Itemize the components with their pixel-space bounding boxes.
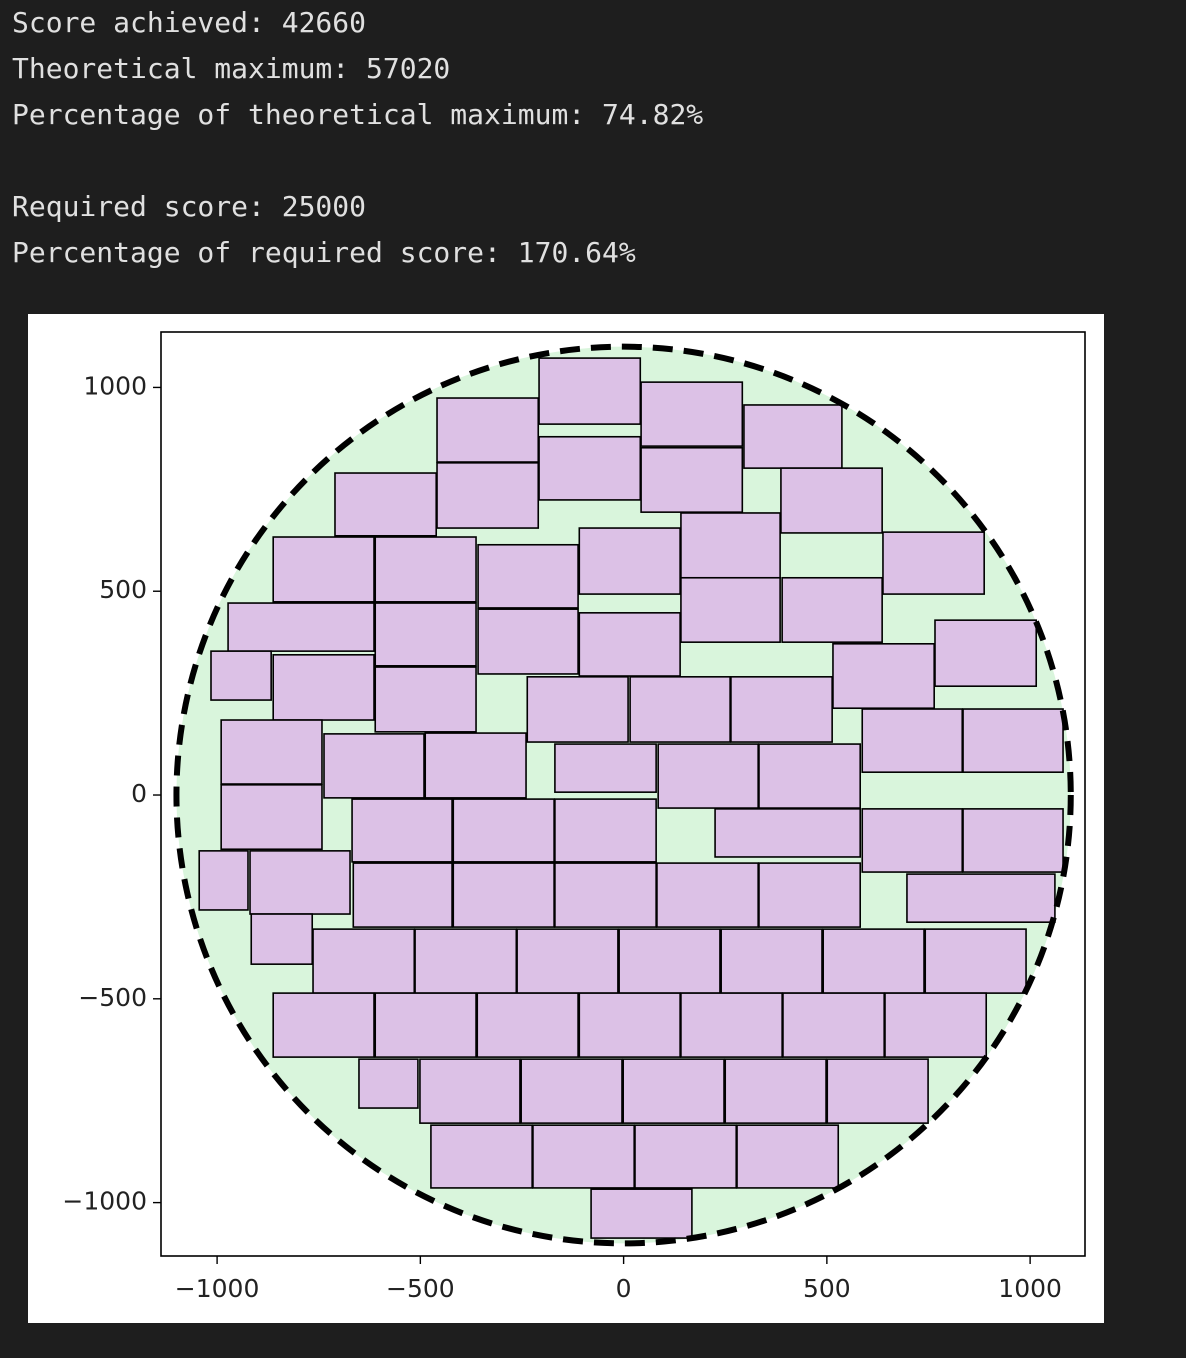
rectangle — [924, 928, 1027, 994]
rectangle — [477, 608, 579, 675]
rectangle — [826, 1058, 929, 1124]
rectangle — [476, 992, 579, 1058]
rectangle — [210, 650, 272, 701]
rectangle — [730, 676, 833, 743]
rectangle — [312, 928, 416, 994]
rectangle — [758, 862, 861, 928]
rectangle — [430, 1124, 533, 1189]
rectangle — [272, 654, 375, 721]
rectangle — [419, 1058, 521, 1124]
output-line: Required score: 25000 — [12, 190, 367, 223]
rectangle — [554, 862, 657, 928]
rectangle — [906, 873, 1056, 923]
rectangle — [622, 1058, 725, 1124]
rectangle — [374, 602, 477, 667]
y-tick-label: −1000 — [62, 1187, 147, 1216]
output-line: Percentage of required score: 170.64% — [12, 236, 636, 269]
rectangle — [227, 602, 375, 652]
rectangle — [578, 527, 681, 595]
rectangle — [832, 643, 935, 710]
rectangle — [526, 676, 629, 743]
rectangle — [629, 676, 731, 743]
rectangle — [634, 1124, 738, 1189]
rectangle — [657, 743, 759, 809]
rectangle — [884, 992, 988, 1058]
rectangle — [578, 992, 681, 1058]
rectangle — [249, 850, 351, 915]
rectangle — [532, 1124, 635, 1189]
y-tick-label: −500 — [78, 983, 147, 1012]
rectangle — [323, 733, 425, 799]
rectangle — [520, 1058, 623, 1124]
x-tick-label: 500 — [803, 1274, 851, 1303]
rectangle — [436, 462, 540, 529]
rectangle — [934, 619, 1038, 687]
output-line: Theoretical maximum: 57020 — [12, 52, 451, 85]
y-tick-label: 1000 — [83, 371, 147, 400]
rectangle — [272, 536, 375, 603]
rectangle — [882, 531, 985, 595]
rectangle — [272, 992, 375, 1058]
rectangle — [861, 808, 964, 873]
rectangle — [822, 928, 925, 994]
rectangle — [538, 357, 642, 425]
rectangle — [358, 1058, 419, 1109]
rectangle — [352, 862, 453, 928]
rectangle — [452, 862, 555, 928]
rectangle — [714, 808, 861, 858]
rectangle — [374, 536, 477, 603]
x-tick-label: 0 — [616, 1274, 632, 1303]
rectangle — [452, 798, 555, 863]
rectangle — [516, 928, 619, 994]
rectangle — [250, 913, 314, 965]
rectangle — [780, 467, 883, 534]
circle-boundary — [173, 343, 1074, 1247]
rectangle — [680, 576, 781, 643]
rectangle — [477, 543, 579, 609]
rectangle — [351, 798, 453, 863]
output-line: Percentage of theoretical maximum: 74.82… — [12, 98, 704, 131]
rectangle — [782, 992, 885, 1058]
rectangle — [334, 472, 438, 537]
y-tick-label: 0 — [131, 779, 147, 808]
rectangle — [220, 719, 323, 785]
rectangle — [578, 612, 681, 677]
rectangle — [962, 708, 1064, 773]
rectangle — [758, 743, 861, 809]
x-tick-label: −1000 — [175, 1274, 260, 1303]
x-tick-label: 1000 — [998, 1274, 1062, 1303]
output-line: Score achieved: 42660 — [12, 6, 367, 39]
rectangle — [743, 404, 843, 469]
rectangle — [962, 808, 1064, 873]
rectangle — [590, 1188, 693, 1239]
y-tick-label: 500 — [99, 575, 147, 604]
rectangle — [781, 576, 883, 643]
rectangle — [736, 1124, 840, 1189]
rectangle — [680, 512, 781, 579]
rectangle — [618, 928, 721, 994]
rectangle — [724, 1058, 827, 1124]
rectangle — [680, 992, 783, 1058]
rectangle — [414, 928, 518, 994]
rectangle — [374, 992, 477, 1058]
rectangle — [538, 435, 642, 501]
rectangle — [554, 798, 657, 863]
x-tick-label: −500 — [386, 1274, 455, 1303]
rectangle — [656, 862, 759, 928]
rectangle — [436, 397, 540, 463]
rectangle — [554, 743, 657, 793]
rectangle — [640, 381, 744, 447]
rectangle — [861, 708, 964, 773]
rectangle — [640, 446, 744, 513]
rectangle — [424, 732, 527, 799]
rectangle — [220, 784, 323, 851]
rectangle — [374, 666, 477, 733]
rectangle — [198, 850, 249, 911]
rectangle — [720, 928, 823, 994]
